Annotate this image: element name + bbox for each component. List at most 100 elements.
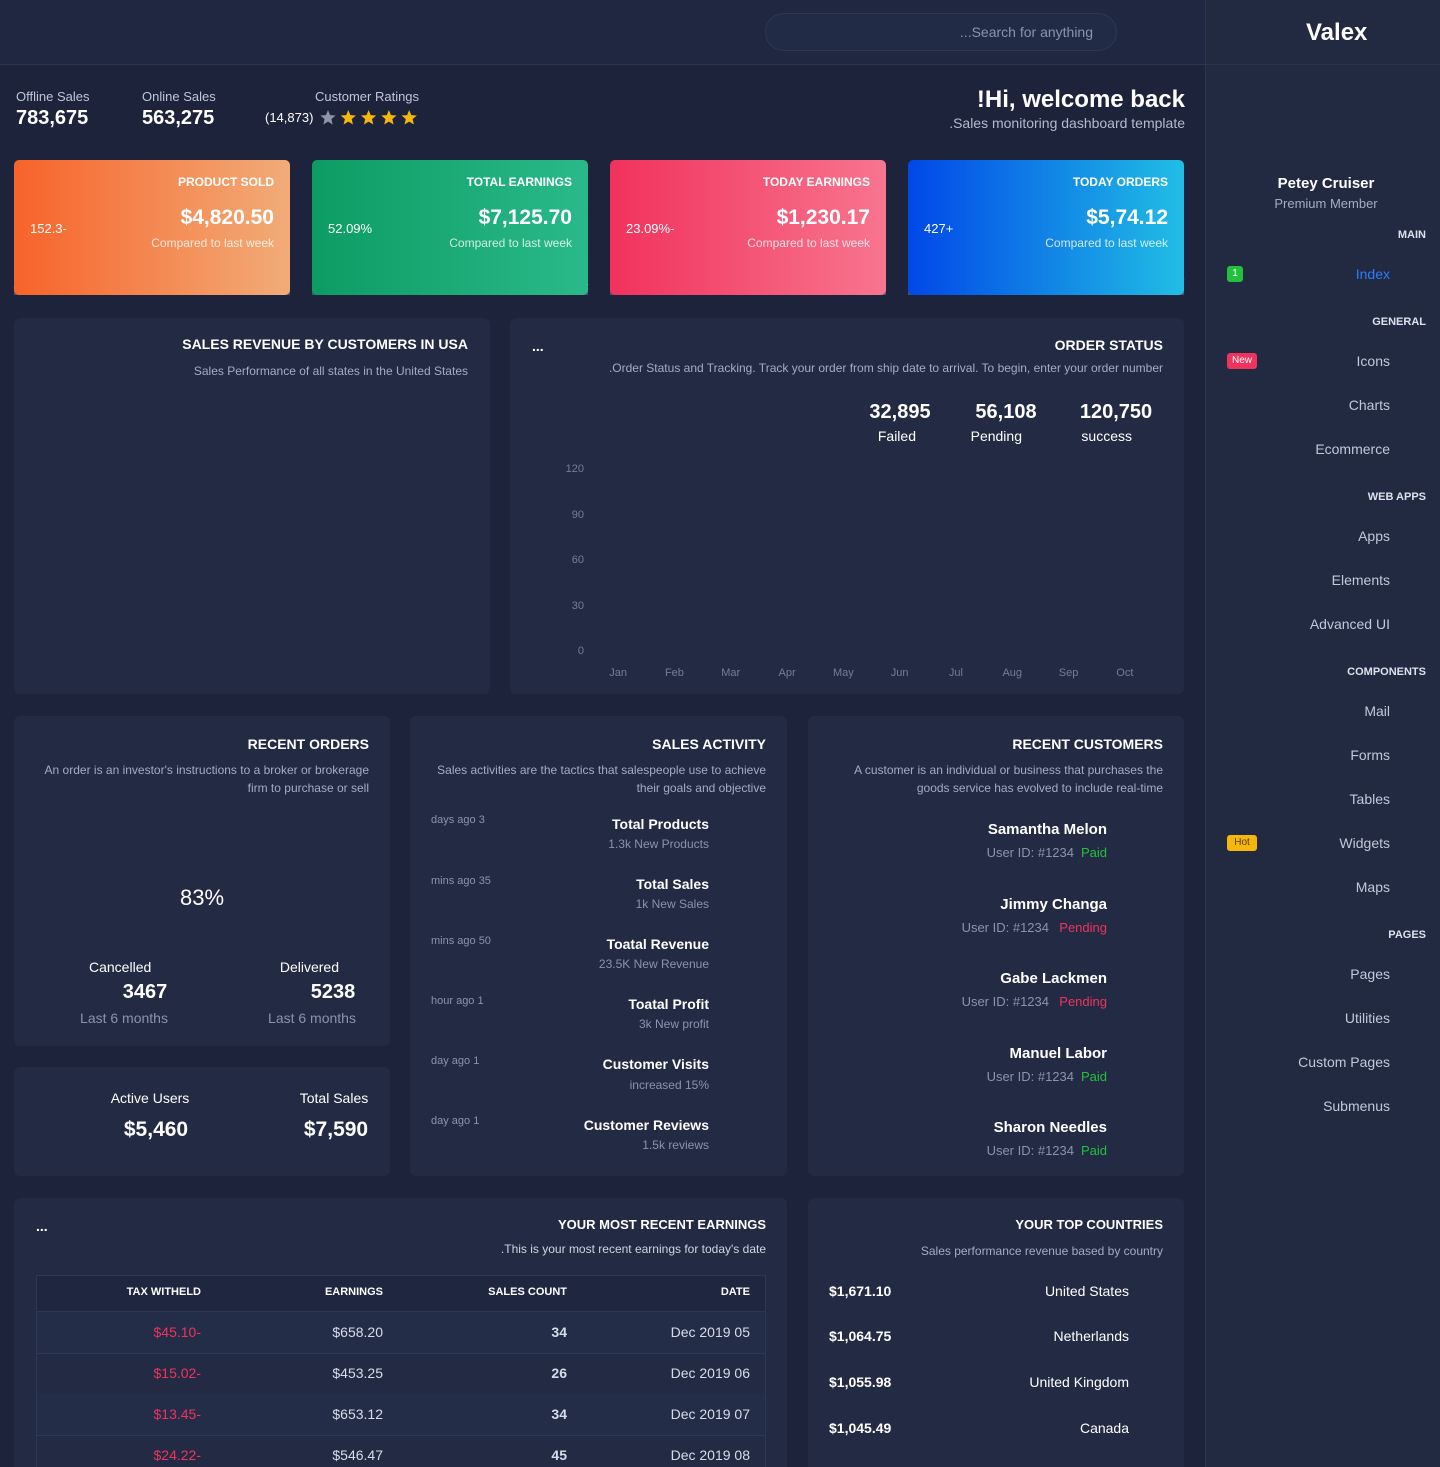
sidebar-item[interactable]: Mail [1364, 702, 1390, 719]
customer-name: Manuel Labor [1009, 1044, 1107, 1062]
metric-value: $7,590 [303, 1118, 369, 1142]
customer-id: User ID: #1234 [986, 1068, 1074, 1084]
country-name: United Kingdom [1029, 1374, 1129, 1391]
order-stat-label: Failed [877, 427, 916, 444]
customer-status: Paid [1080, 1068, 1107, 1084]
map-description: Sales Performance of all states in the U… [193, 363, 468, 378]
customer-status: Pending [1059, 994, 1107, 1010]
rating-star [320, 110, 336, 125]
sidebar-item[interactable]: Utilities [1344, 1009, 1390, 1026]
table-cell: $658.20 [332, 1323, 383, 1340]
sidebar-section-title: PAGES [1388, 929, 1426, 942]
activity-title: Total Sales [636, 875, 709, 892]
table-cell: $15.02- [153, 1364, 201, 1381]
table-cell: 34 [551, 1406, 567, 1422]
card-menu: ... [532, 337, 544, 354]
customer-name: Samantha Melon [987, 821, 1107, 838]
country-name: United States [1044, 1282, 1129, 1299]
sidebar-item[interactable]: Maps [1355, 878, 1390, 895]
table-cell: $45.10- [153, 1323, 201, 1340]
order-stat-value: 5238 [310, 981, 356, 1003]
table-cell: Dec 2019 08 [670, 1447, 750, 1464]
sidebar-badge [1227, 353, 1257, 369]
sidebar-item[interactable]: Submenus [1323, 1097, 1390, 1114]
sidebar-item[interactable]: Elements [1331, 571, 1390, 588]
kpi-card [312, 160, 588, 295]
table-header-cell: DATE [720, 1286, 750, 1299]
y-tick-label: 60 [571, 554, 584, 567]
order-stat-label: Pending [970, 427, 1022, 444]
summary-value: 563,275 [142, 107, 215, 129]
earnings-description: .This is your most recent earnings for t… [500, 1241, 766, 1256]
card-menu: ... [36, 1217, 48, 1234]
customer-status: Paid [1080, 1143, 1107, 1159]
customer-status: Paid [1080, 845, 1107, 861]
activity-sub: 1.3k New Products [608, 836, 709, 851]
table-header [36, 1275, 766, 1312]
sidebar-item[interactable]: Ecommerce [1315, 440, 1390, 457]
customer-name: Jimmy Changa [1000, 895, 1107, 913]
recent-customers-card [808, 716, 1184, 1176]
customer-name: Gabe Lackmen [1000, 970, 1107, 987]
activity-sub: 1.5k reviews [642, 1137, 709, 1152]
kpi-card [14, 160, 290, 295]
table-cell: $653.12 [332, 1406, 383, 1422]
kpi-value: $5,74.12 [1086, 206, 1168, 230]
search-box[interactable] [765, 13, 1117, 51]
activity-sub: 23.5K New Revenue [598, 957, 709, 972]
sidebar-item[interactable]: Widgets [1339, 834, 1390, 851]
table-row [37, 1312, 765, 1354]
sidebar-item[interactable]: Forms [1350, 746, 1390, 763]
country-amount: $1,064.75 [829, 1328, 892, 1345]
sidebar-item[interactable]: Custom Pages [1298, 1053, 1390, 1070]
order-stat-value: 120,750 [1079, 401, 1153, 423]
order-stat-value: 32,895 [869, 401, 931, 423]
rating-star [381, 110, 397, 125]
table-cell: Dec 2019 07 [670, 1406, 750, 1422]
activity-time: day ago 1 [431, 1055, 480, 1068]
customer-status: Pending [1059, 919, 1107, 935]
sales-activity-title: SALES ACTIVITY [652, 735, 766, 752]
recent-orders-description: An order is an investor's instructions t… [44, 763, 369, 795]
sidebar-item[interactable]: Tables [1349, 790, 1390, 807]
y-tick-label: 30 [571, 599, 584, 612]
table-cell: $24.22- [153, 1447, 201, 1464]
activity-sub: 1k New Sales [635, 897, 709, 911]
kpi-title: TODAY EARNINGS [762, 174, 870, 189]
x-tick-label: Apr [778, 667, 796, 680]
x-tick-label: Aug [1002, 667, 1023, 680]
customer-id: User ID: #1234 [961, 994, 1049, 1010]
customer-name: Sharon Needles [993, 1119, 1107, 1136]
customers-description: A customer is an individual or business … [854, 763, 1163, 795]
sidebar [1205, 0, 1440, 1467]
activity-title: Toatal Revenue [606, 936, 709, 952]
x-tick-label: May [832, 667, 854, 680]
kpi-note: Compared to last week [151, 235, 274, 250]
sidebar-brand-bar [1205, 0, 1440, 65]
kpi-card [908, 160, 1184, 295]
sidebar-item[interactable]: Icons [1356, 352, 1390, 369]
x-tick-label: Jun [890, 667, 909, 680]
country-name: Netherlands [1053, 1328, 1130, 1345]
activity-sub: 3k New profit [638, 1017, 709, 1032]
welcome-title: !Hi, welcome back [976, 85, 1185, 113]
rating-star [401, 110, 417, 125]
activity-title: Toatal Profit [628, 996, 709, 1013]
sidebar-item[interactable]: Advanced UI [1309, 615, 1390, 632]
kpi-change: 52.09% [328, 221, 373, 237]
sidebar-item[interactable]: Pages [1350, 965, 1390, 982]
kpi-change: 23.09%- [626, 221, 675, 237]
sidebar-item[interactable]: Apps [1358, 527, 1390, 544]
sidebar-section-title: WEB APPS [1367, 491, 1426, 504]
country-amount: $1,671.10 [829, 1282, 892, 1299]
table-cell: 45 [551, 1447, 567, 1464]
order-title: ORDER STATUS [1054, 336, 1163, 353]
sidebar-item[interactable]: Index [1355, 265, 1390, 282]
sidebar-item[interactable]: Charts [1348, 396, 1390, 413]
map-title: SALES REVENUE BY CUSTOMERS IN USA [182, 335, 468, 352]
customer-id: User ID: #1234 [961, 919, 1049, 935]
sidebar-badge-text: 1 [1232, 268, 1238, 279]
table-cell: Dec 2019 06 [670, 1364, 750, 1381]
gauge-label: 83% [179, 884, 225, 910]
table-header-cell: EARNINGS [324, 1286, 383, 1299]
